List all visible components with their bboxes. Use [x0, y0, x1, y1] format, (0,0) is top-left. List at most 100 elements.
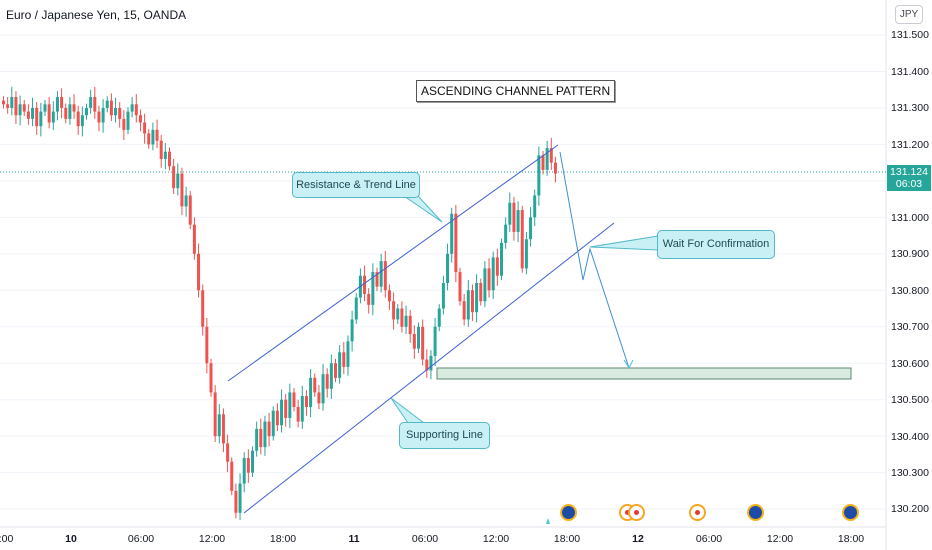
candle-body [470, 290, 474, 313]
candle-body [284, 399, 288, 418]
event-dot-icon [695, 510, 700, 515]
candle-body [101, 107, 105, 123]
candle-body [2, 100, 5, 105]
candle-body [126, 111, 130, 130]
candle-body [383, 261, 387, 291]
candle-body [500, 242, 503, 276]
candle-body [549, 148, 553, 163]
candle-body [197, 253, 201, 291]
candle-body [180, 173, 184, 207]
candle-body [553, 162, 557, 174]
price-tick: 131.300 [891, 102, 929, 114]
candle-body [504, 224, 508, 243]
candle-body [508, 202, 512, 225]
time-tick: 18:00 [837, 533, 865, 545]
price-tick: 130.200 [891, 503, 929, 515]
candle-body [533, 195, 537, 218]
economic-event-icon[interactable] [560, 504, 577, 521]
candle-body [35, 107, 39, 127]
candle-body [371, 272, 375, 305]
bar-countdown: 06:03 [895, 178, 923, 190]
candle-body [64, 107, 68, 119]
price-tick: 131.500 [891, 29, 929, 41]
time-tick: 06:00 [695, 533, 723, 545]
candle-body [188, 195, 192, 225]
candle-body [60, 96, 64, 108]
candle-body [304, 396, 308, 407]
candle-body [109, 100, 113, 116]
candle-body [93, 96, 97, 112]
candle-body [537, 155, 541, 196]
candle-body [184, 195, 188, 207]
candle-body [246, 458, 250, 473]
candle-body [255, 428, 259, 451]
candle-body [425, 359, 429, 371]
candle-body [408, 315, 412, 335]
candle-body [97, 111, 101, 123]
candle-body [51, 111, 55, 123]
candle-body [55, 96, 59, 112]
candle-body [147, 133, 151, 145]
candle-body [342, 352, 346, 367]
resistance-line [227, 144, 559, 382]
confirmation-callout-pointer [589, 235, 659, 251]
candle-body [412, 334, 416, 349]
candle-body [151, 129, 155, 145]
price-tick: 130.800 [891, 285, 929, 297]
currency-button[interactable]: JPY [895, 5, 923, 24]
candle-body [483, 268, 487, 302]
price-tick: 130.400 [891, 431, 929, 443]
support-callout[interactable]: Supporting Line [399, 422, 490, 449]
price-tick: 131.000 [891, 212, 929, 224]
confirmation-callout[interactable]: Wait For Confirmation [657, 230, 775, 259]
candle-body [292, 392, 296, 407]
candle-body [466, 290, 470, 320]
candle-body [143, 122, 147, 134]
candle-body [404, 315, 408, 327]
economic-event-icon[interactable] [689, 504, 706, 521]
candle-body [446, 253, 450, 283]
price-tick: 130.500 [891, 394, 929, 406]
support-callout-pointer [390, 397, 426, 424]
candle-body [288, 392, 292, 418]
candle-body [159, 140, 163, 159]
pattern-title[interactable]: ASCENDING CHANNEL PATTERN [416, 80, 616, 102]
candle-body [238, 483, 242, 513]
candle-body [441, 282, 445, 309]
chart-grid [0, 34, 886, 510]
candle-body [338, 352, 342, 378]
candle-body [317, 392, 321, 404]
economic-event-icon[interactable] [628, 504, 645, 521]
time-tick: 10 [65, 533, 77, 545]
candle-body [155, 129, 159, 141]
economic-event-icon[interactable] [842, 504, 859, 521]
resistance-callout[interactable]: Resistance & Trend Line [292, 172, 420, 198]
candle-body [205, 326, 209, 364]
price-tick: 131.400 [891, 66, 929, 78]
symbol-title[interactable]: Euro / Japanese Yen, 15, OANDA [6, 8, 187, 22]
candle-body [300, 396, 304, 422]
time-tick: 18:00 [269, 533, 297, 545]
candle-body [529, 217, 533, 240]
candle-body [379, 261, 383, 287]
time-tick: :00 [0, 533, 14, 545]
candle-body [392, 301, 396, 320]
candle-body [354, 297, 358, 320]
candle-body [76, 111, 80, 127]
projection-arrowhead [623, 359, 634, 370]
last-price-badge: 131.124 06:03 [887, 165, 931, 191]
candle-body [89, 96, 93, 108]
candle-body [433, 326, 437, 356]
candle-body [516, 210, 520, 232]
candle-body [524, 239, 528, 269]
support-zone [436, 367, 852, 380]
candle-body [43, 104, 47, 112]
candle-body [18, 104, 22, 116]
time-tick: 06:00 [411, 533, 439, 545]
economic-event-icon[interactable] [747, 504, 764, 521]
candle-body [221, 414, 225, 444]
candle-body [350, 319, 354, 342]
candle-body [296, 406, 300, 422]
price-tick: 131.200 [891, 139, 929, 151]
